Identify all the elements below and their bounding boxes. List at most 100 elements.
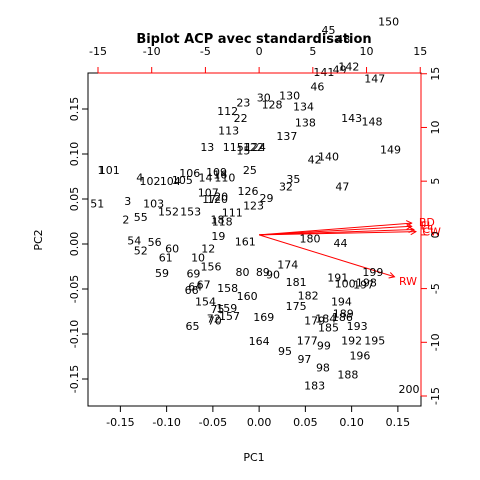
observation-label: 4: [136, 171, 143, 184]
observation-label: 160: [237, 290, 258, 303]
observation-label: 196: [349, 350, 370, 363]
observation-label: 181: [286, 276, 307, 289]
observation-label: 45: [322, 24, 336, 37]
observation-label: 124: [245, 141, 266, 154]
observation-label: 29: [260, 192, 274, 205]
observation-label: 52: [134, 244, 148, 257]
x-axis-label: PC1: [243, 451, 264, 464]
observation-label: 44: [334, 237, 348, 250]
observation-label: 177: [297, 334, 318, 347]
observation-label: 106: [179, 167, 200, 180]
observation-label: 158: [217, 282, 238, 295]
observation-label: 153: [180, 206, 201, 219]
loading-arrow: [259, 231, 416, 236]
observation-label: 48: [336, 33, 350, 46]
loading-label: CW: [422, 225, 441, 238]
observation-label: 159: [216, 302, 237, 315]
observation-label: 150: [378, 16, 399, 29]
top-tick-label: -15: [89, 45, 107, 58]
observation-label: 90: [266, 269, 280, 282]
loading-label: CL: [422, 223, 437, 236]
observation-label: 1: [97, 164, 104, 177]
top-tick-label: 5: [309, 45, 316, 58]
observation-label: 148: [361, 116, 382, 129]
observation-label: 140: [318, 151, 339, 164]
y-tick-label: 0.10: [68, 142, 81, 167]
observation-label: 102: [139, 175, 160, 188]
observation-label: 55: [134, 211, 148, 224]
observation-label: 97: [297, 353, 311, 366]
observation-label: 182: [298, 289, 319, 302]
observation-label: 67: [197, 279, 211, 292]
loading-arrow: [258, 234, 395, 278]
observation-label: 149: [380, 144, 401, 157]
observation-label: 16: [213, 169, 227, 182]
right-tick-label: -15: [429, 387, 442, 405]
loading-label: RW: [399, 275, 417, 288]
observation-label: 101: [99, 164, 120, 177]
observation-label: 64: [188, 280, 202, 293]
observation-label: 143: [341, 112, 362, 125]
observation-label: 113: [218, 125, 239, 138]
observation-label: 184: [315, 313, 336, 326]
observation-label: 198: [356, 277, 377, 290]
observation-label: 185: [318, 322, 339, 335]
observation-label: 75: [211, 303, 225, 316]
observation-label: 70: [208, 315, 222, 328]
observation-label: 25: [243, 164, 257, 177]
top-tick-label: 0: [256, 45, 263, 58]
observation-label: 105: [172, 174, 193, 187]
right-tick-label: 5: [429, 178, 442, 185]
observation-label: 169: [253, 311, 274, 324]
observation-label: 195: [364, 334, 385, 347]
observation-label: 103: [143, 198, 164, 211]
x-tick-label: 0.15: [386, 416, 411, 429]
y-axis: -0.15 -0.10 -0.05 0.00 0.05 0.10 0.15: [68, 97, 89, 393]
observation-label: 174: [277, 259, 298, 272]
observation-label: 18: [211, 214, 225, 227]
observation-label: 180: [300, 233, 321, 246]
observation-label: 112: [217, 105, 238, 118]
y-tick-label: 0.05: [68, 187, 81, 212]
loading-arrowhead: [410, 228, 417, 236]
x-axis: -0.15 -0.10 -0.05 0.00 0.05 0.10 0.15: [106, 405, 411, 429]
observation-label: 98: [316, 361, 330, 374]
observation-label: 111: [222, 207, 243, 220]
top-tick-label: 10: [360, 45, 374, 58]
observation-label: 188: [337, 369, 358, 382]
observation-label: 22: [234, 112, 248, 125]
observation-label: 118: [212, 216, 233, 229]
observation-label: 60: [165, 243, 179, 256]
right-tick-label: -5: [429, 283, 442, 294]
observation-label: 13: [200, 141, 214, 154]
x-tick-label: 0.10: [339, 416, 364, 429]
observation-label: 89: [256, 266, 270, 279]
observation-label: 199: [362, 266, 383, 279]
observation-label: 19: [211, 230, 225, 243]
observation-label: 189: [333, 307, 354, 320]
observation-label: 42: [308, 153, 322, 166]
observation-label: 130: [279, 90, 300, 103]
observation-label: 107: [198, 187, 219, 200]
observation-label: 32: [279, 180, 293, 193]
observation-label: 17: [202, 193, 216, 206]
loading-arrowhead: [406, 223, 413, 230]
y-tick-label: 0.00: [68, 232, 81, 257]
observation-label: 61: [159, 252, 173, 265]
observation-label: 66: [185, 284, 199, 297]
observation-label: 65: [186, 320, 200, 333]
observation-label: 3: [124, 195, 131, 208]
observation-label: 10: [191, 252, 205, 265]
observation-label: 200: [398, 383, 419, 396]
observation-label: 72: [207, 313, 221, 326]
x-tick-label: -0.05: [199, 416, 227, 429]
observation-label: 99: [317, 340, 331, 353]
x-tick-label: 0.05: [293, 416, 318, 429]
observation-label: 122: [243, 141, 264, 154]
x-tick-label: -0.15: [106, 416, 134, 429]
observation-label: 56: [148, 236, 162, 249]
observation-label: 123: [243, 199, 264, 212]
observation-label: 30: [257, 91, 271, 104]
observation-labels: 1234101213141516171819202223252930323542…: [90, 16, 419, 396]
